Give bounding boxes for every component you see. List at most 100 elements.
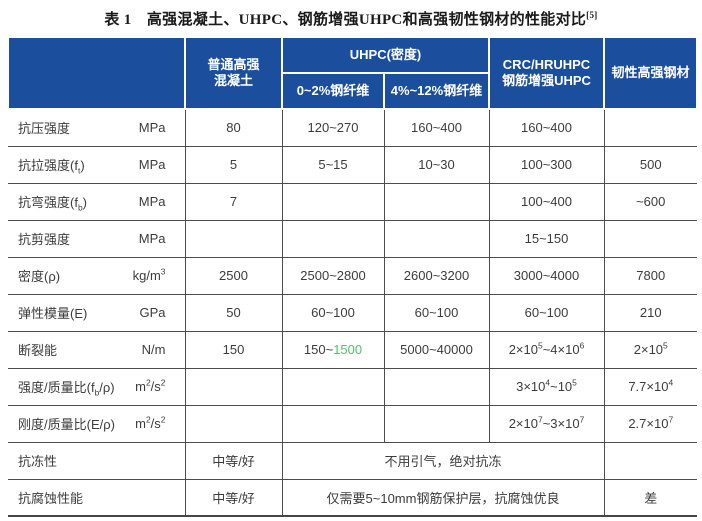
value-cell xyxy=(281,182,384,220)
value-cell xyxy=(184,367,282,405)
row-unit: m2/s2 xyxy=(135,377,166,394)
value-cell: 60~100 xyxy=(488,293,604,331)
row-label-cell: 断裂能 N/m xyxy=(8,330,185,368)
value-cell: 2500~2800 xyxy=(281,256,384,294)
row-label: 抗冻性 xyxy=(18,454,58,469)
row-unit: GPa xyxy=(139,305,166,320)
table-row: 强度/质量比(fb/ρ) m2/s2 3×104~105 7.7×104 xyxy=(8,367,697,405)
row-unit: MPa xyxy=(138,194,166,209)
table-row: 抗腐蚀性能 中等/好 仅需要5~10mm钢筋保护层，抗腐蚀优良差 xyxy=(8,478,697,517)
row-unit: m2/s2 xyxy=(135,414,166,431)
table-title: 表 1 高强混凝土、UHPC、钢筋增强UHPC和高强韧性钢材的性能对比[5] xyxy=(104,10,598,29)
value-cell: 160~400 xyxy=(383,109,489,146)
value-cell xyxy=(603,441,697,479)
value-cell: 150 xyxy=(184,330,282,368)
value-cell: 中等/好 xyxy=(184,441,282,479)
value-cell: 120~270 xyxy=(281,109,384,146)
value-cell: 100~400 xyxy=(488,182,604,220)
value-cell xyxy=(281,219,384,257)
header-cell-crc: CRC/HRUHPC 钢筋增强UHPC xyxy=(488,36,605,110)
value-cell: 不用引气，绝对抗冻 xyxy=(281,441,604,479)
value-cell xyxy=(281,367,384,405)
value-cell xyxy=(383,182,489,220)
value-cell: 2500 xyxy=(184,256,282,294)
value-cell xyxy=(184,219,282,257)
row-unit: N/m xyxy=(141,342,166,357)
value-cell xyxy=(383,367,489,405)
value-cell xyxy=(603,219,697,257)
value-cell: 2×105~4×106 xyxy=(488,330,604,368)
value-cell: 5 xyxy=(184,145,282,183)
table-row: 抗压强度 MPa 80 120~270 160~400 160~400 xyxy=(8,109,697,146)
table-row: 抗冻性 中等/好 不用引气，绝对抗冻 xyxy=(8,441,697,479)
value-cell: 50 xyxy=(184,293,282,331)
header-cell-uhpc-group: UHPC(密度) xyxy=(281,36,490,74)
row-label-cell: 抗拉强度(ft) MPa xyxy=(8,145,185,183)
value-cell xyxy=(603,109,697,146)
value-cell: 2×105 xyxy=(603,330,697,368)
row-label-cell: 抗压强度 MPa xyxy=(8,109,185,146)
row-label: 断裂能 xyxy=(18,343,58,358)
row-label-cell: 抗冻性 xyxy=(8,441,185,479)
row-label-cell: 弹性模量(E) GPa xyxy=(8,293,185,331)
comparison-table: 普通高强 混凝土 UHPC(密度) CRC/HRUHPC 钢筋增强UHPC 韧性高强钢材 0… xyxy=(7,36,698,517)
row-unit: kg/m3 xyxy=(132,266,166,283)
value-cell: 60~100 xyxy=(383,293,489,331)
header-cell-uhpc-sub-1: 4%~12%钢纤维 xyxy=(383,72,490,110)
value-cell: 仅需要5~10mm钢筋保护层，抗腐蚀优良 xyxy=(281,478,604,517)
value-cell: 3000~4000 xyxy=(488,256,604,294)
row-label: 抗剪强度 xyxy=(18,232,71,247)
row-label-cell: 密度(ρ) kg/m3 xyxy=(8,256,185,294)
row-label: 弹性模量(E) xyxy=(18,306,88,321)
value-cell: 7.7×104 xyxy=(603,367,697,405)
header-cell-steel: 韧性高强钢材 xyxy=(603,36,698,110)
row-unit: MPa xyxy=(138,120,166,136)
value-cell: 100~300 xyxy=(488,145,604,183)
table-row: 断裂能 N/m 150 150~1500 5000~40000 2×105~4×106 2×… xyxy=(8,330,697,368)
row-label: 刚度/质量比(E/ρ) xyxy=(18,417,115,432)
value-cell: 2×107~3×107 xyxy=(488,404,604,442)
value-segment: 1500 xyxy=(333,342,363,357)
value-cell: 10~30 xyxy=(383,145,489,183)
table-row: 抗剪强度 MPa 15~150 xyxy=(8,219,697,257)
value-cell: 5~15 xyxy=(281,145,384,183)
value-cell: 5000~40000 xyxy=(383,330,489,368)
value-cell xyxy=(184,404,282,442)
table-row: 抗弯强度(fb) MPa 7 100~400 ~600 xyxy=(8,182,697,220)
value-cell: 15~150 xyxy=(488,219,604,257)
header-cell-blank xyxy=(7,36,186,110)
value-cell xyxy=(383,219,489,257)
row-unit: MPa xyxy=(138,231,166,246)
table-body: 抗压强度 MPa 80 120~270 160~400 160~400 抗拉强度(ft) MP… xyxy=(8,109,697,517)
table-header: 普通高强 混凝土 UHPC(密度) CRC/HRUHPC 钢筋增强UHPC 韧性高强钢材 0… xyxy=(7,36,698,110)
row-label: 抗拉强度(ft) xyxy=(18,158,85,176)
table-row: 刚度/质量比(E/ρ) m2/s2 2×107~3×107 2.7×107 xyxy=(8,404,697,442)
row-label-cell: 强度/质量比(fb/ρ) m2/s2 xyxy=(8,367,185,405)
value-cell: 60~100 xyxy=(281,293,384,331)
row-label: 抗腐蚀性能 xyxy=(18,490,84,506)
header-cell-concrete: 普通高强 混凝土 xyxy=(184,36,283,110)
value-cell xyxy=(383,404,489,442)
value-cell: 7 xyxy=(184,182,282,220)
value-cell: 80 xyxy=(184,109,282,146)
table-row: 密度(ρ) kg/m3 2500 2500~2800 2600~3200 3000~400… xyxy=(8,256,697,294)
header-cell-uhpc-sub-0: 0~2%钢纤维 xyxy=(281,72,385,110)
value-cell: 差 xyxy=(603,478,697,517)
value-cell: 160~400 xyxy=(488,109,604,146)
row-label-cell: 刚度/质量比(E/ρ) m2/s2 xyxy=(8,404,185,442)
value-cell: 150~1500 xyxy=(281,330,384,368)
value-cell: ~600 xyxy=(603,182,697,220)
row-unit: MPa xyxy=(138,157,166,172)
row-label: 强度/质量比(fb/ρ) xyxy=(18,380,115,398)
row-label-cell: 抗弯强度(fb) MPa xyxy=(8,182,185,220)
value-cell xyxy=(281,404,384,442)
value-segment: 150~ xyxy=(303,342,334,357)
value-cell: 210 xyxy=(603,293,697,331)
row-label-cell: 抗腐蚀性能 xyxy=(8,478,185,517)
value-cell: 7800 xyxy=(603,256,697,294)
value-cell: 500 xyxy=(603,145,697,183)
row-label: 抗压强度 xyxy=(18,121,71,137)
table-row: 弹性模量(E) GPa 50 60~100 60~100 60~100 210 xyxy=(8,293,697,331)
value-cell: 中等/好 xyxy=(184,478,282,517)
